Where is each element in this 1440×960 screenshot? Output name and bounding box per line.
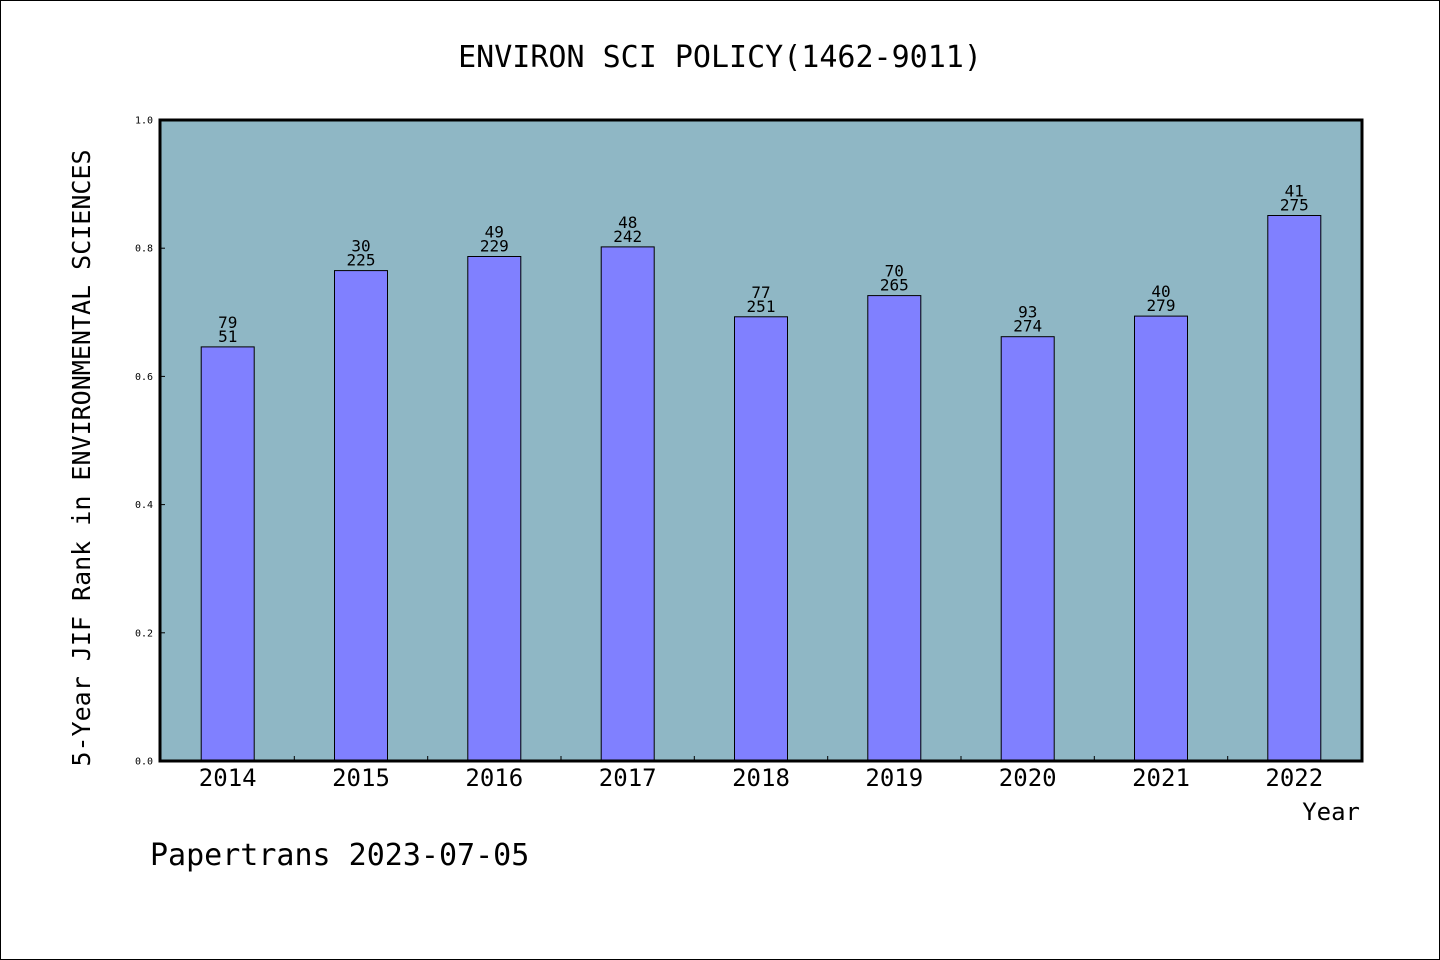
bar-2014 — [200, 346, 255, 762]
y-tick-label-3: 0.6 — [135, 372, 153, 383]
data-label-total-2021: 279 — [1147, 296, 1176, 315]
x-tick-label-2015: 2015 — [332, 764, 390, 792]
data-label-rank-2017: 48 — [618, 213, 637, 232]
data-label-rank-2015: 30 — [351, 237, 370, 256]
data-label-rank-2020: 93 — [1018, 303, 1037, 322]
data-label-total-2022: 275 — [1280, 196, 1309, 215]
bar-2020 — [1000, 336, 1055, 762]
x-tick-label-2019: 2019 — [865, 764, 923, 792]
data-label-total-2018: 251 — [747, 297, 776, 316]
data-label-rank-2022: 41 — [1285, 182, 1304, 201]
data-label-total-2014: 51 — [218, 327, 237, 346]
bar-2019 — [867, 295, 922, 762]
data-label-total-2020: 274 — [1013, 317, 1042, 336]
bar-2017 — [600, 246, 655, 762]
data-label-rank-2021: 40 — [1151, 282, 1170, 301]
x-axis-label: Year — [1302, 798, 1360, 826]
data-label-rank-2016: 49 — [485, 223, 504, 242]
bar-2015 — [334, 270, 388, 762]
y-tick-label-0: 0.0 — [135, 757, 153, 768]
x-tick-label-2018: 2018 — [732, 764, 790, 792]
x-tick-label-2020: 2020 — [999, 764, 1057, 792]
x-tick-label-2016: 2016 — [465, 764, 523, 792]
bar-2016 — [467, 256, 522, 762]
data-label-total-2017: 242 — [613, 227, 642, 246]
y-tick-label-5: 1.0 — [135, 116, 153, 127]
x-axis-ticks: 2014 2015 2016 2017 2018 2019 2020 2021 2022 — [199, 756, 1323, 792]
y-tick-label-2: 0.4 — [135, 500, 153, 511]
data-label-total-2015: 225 — [347, 251, 376, 270]
bar-2018 — [734, 316, 788, 762]
bar-2022 — [1267, 215, 1322, 762]
plot-frame — [158, 118, 1364, 763]
data-label-rank-2014: 79 — [218, 313, 237, 332]
chart-title: ENVIRON SCI POLICY(1462-9011) — [458, 40, 982, 75]
y-axis-label: 5-Year JIF Rank in ENVIRONMENTAL SCIENCE… — [67, 149, 96, 766]
y-tick-label-1: 0.2 — [135, 628, 153, 639]
x-tick-label-2021: 2021 — [1132, 764, 1190, 792]
bar-2021 — [1134, 315, 1188, 762]
data-label-total-2019: 265 — [880, 276, 909, 295]
x-tick-label-2022: 2022 — [1265, 764, 1323, 792]
data-label-total-2016: 229 — [480, 237, 509, 256]
y-axis-ticks: 0.0 0.2 0.4 0.6 0.8 1.0 — [135, 116, 165, 768]
data-label-rank-2018: 77 — [751, 283, 770, 302]
x-tick-label-2017: 2017 — [599, 764, 657, 792]
bars-group — [200, 215, 1322, 762]
y-tick-label-4: 0.8 — [135, 244, 153, 255]
footer-text: Papertrans 2023-07-05 — [150, 838, 529, 873]
x-tick-label-2014: 2014 — [199, 764, 257, 792]
data-label-rank-2019: 70 — [885, 262, 904, 281]
